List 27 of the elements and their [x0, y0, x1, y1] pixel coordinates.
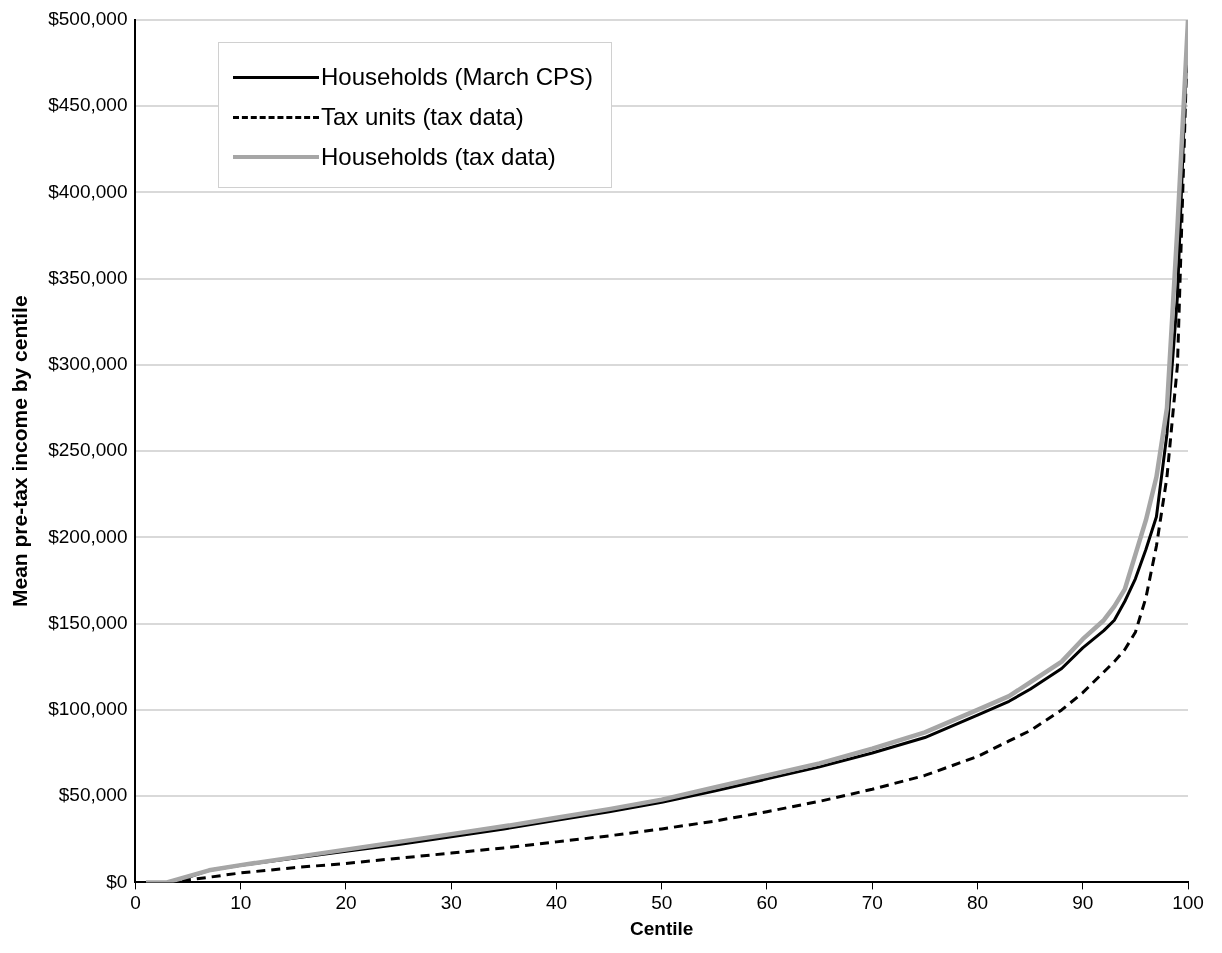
x-tick-label: 20 [335, 892, 357, 914]
y-tick-label: $450,000 [48, 94, 128, 116]
y-tick-label: $300,000 [48, 353, 128, 375]
x-tick-label: 0 [130, 892, 141, 914]
y-tick-label: $0 [106, 870, 128, 892]
y-tick-label: $250,000 [48, 439, 128, 461]
legend-label: Households (tax data) [321, 143, 556, 171]
y-axis-title: Mean pre-tax income by centile [8, 295, 32, 607]
x-tick-label: 90 [1072, 892, 1094, 914]
x-tick-label: 10 [230, 892, 252, 914]
y-tick-label: $400,000 [48, 180, 128, 202]
y-tick-label: $150,000 [48, 611, 128, 633]
x-tick-label: 70 [861, 892, 883, 914]
x-tick-label: 40 [545, 892, 568, 914]
y-tick-label: $350,000 [48, 266, 128, 288]
y-tick-label: $200,000 [48, 525, 128, 547]
x-tick-label: 80 [966, 892, 989, 914]
x-tick-label: 100 [1172, 892, 1204, 914]
legend-label: Tax units (tax data) [321, 103, 524, 131]
x-tick-label: 30 [440, 892, 462, 914]
x-axis-title: Centile [630, 917, 694, 939]
x-tick-label: 50 [651, 892, 673, 914]
x-tick-label: 60 [756, 892, 778, 914]
legend-label: Households (March CPS) [321, 63, 594, 91]
y-tick-label: $100,000 [48, 698, 128, 720]
y-tick-label: $500,000 [48, 8, 128, 30]
y-tick-label: $50,000 [58, 784, 128, 806]
